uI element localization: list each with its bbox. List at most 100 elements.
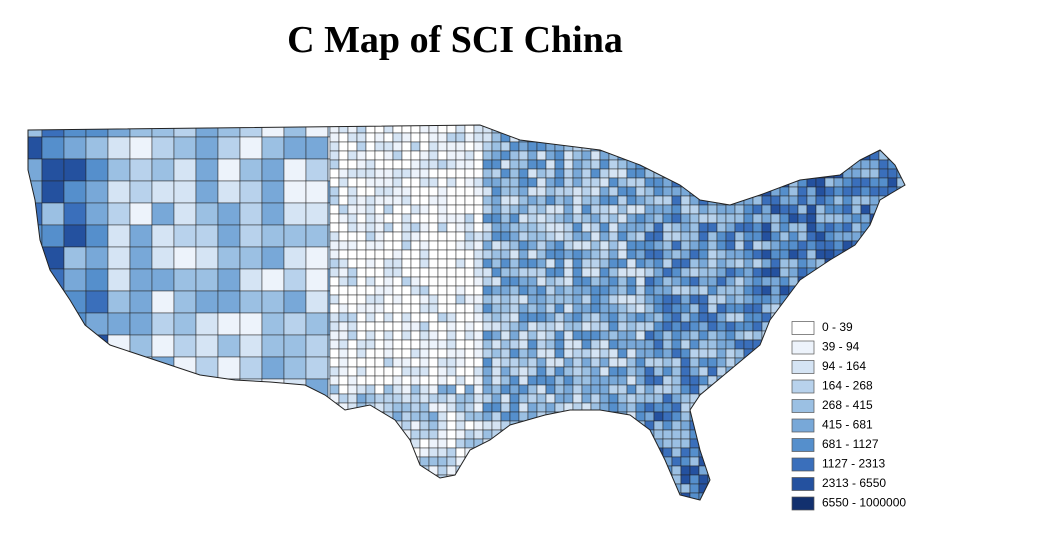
county [428, 402, 439, 413]
county [887, 132, 898, 143]
county [518, 357, 529, 368]
county [217, 290, 241, 314]
county [85, 268, 109, 292]
county [383, 285, 394, 296]
county [617, 312, 628, 323]
county [590, 411, 601, 422]
county [536, 276, 547, 287]
county [815, 240, 826, 251]
county [590, 132, 601, 143]
county [392, 339, 403, 350]
county [356, 393, 367, 404]
county [383, 132, 394, 143]
county [770, 195, 781, 206]
county [626, 294, 637, 305]
county [843, 115, 852, 124]
county [779, 258, 790, 269]
county [662, 249, 673, 260]
county [734, 393, 745, 404]
county [329, 312, 340, 323]
county [482, 456, 493, 467]
county [878, 375, 889, 386]
county [410, 294, 421, 305]
county [239, 356, 263, 380]
county [653, 456, 664, 467]
county [356, 411, 367, 422]
county [338, 150, 349, 161]
county [725, 447, 736, 458]
county [455, 177, 466, 188]
county [374, 258, 385, 269]
county [563, 276, 574, 287]
county [527, 303, 538, 314]
county [707, 132, 718, 143]
county [500, 213, 511, 224]
county [239, 180, 263, 204]
county [599, 375, 610, 386]
county [107, 180, 131, 204]
county [770, 474, 781, 485]
county [671, 276, 682, 287]
county [717, 115, 726, 124]
county [716, 186, 727, 197]
county [689, 159, 700, 170]
county [374, 420, 385, 431]
county [107, 400, 131, 424]
county [707, 465, 718, 476]
county [608, 267, 619, 278]
county [608, 384, 619, 395]
county [356, 366, 367, 377]
county [734, 168, 745, 179]
county [590, 330, 601, 341]
county [716, 402, 727, 413]
county [401, 375, 412, 386]
county [518, 195, 529, 206]
county [28, 158, 43, 182]
county [653, 348, 664, 359]
county [365, 168, 376, 179]
county [261, 444, 285, 468]
county [239, 466, 263, 490]
county [707, 141, 718, 152]
county [500, 125, 511, 134]
county [797, 258, 808, 269]
county [851, 204, 862, 215]
county [383, 447, 394, 458]
county [743, 456, 754, 467]
county [173, 378, 197, 402]
county [689, 132, 700, 143]
county [401, 384, 412, 395]
county [617, 375, 628, 386]
county [410, 384, 421, 395]
county [896, 150, 905, 161]
county [518, 465, 529, 476]
county [356, 330, 367, 341]
county [356, 150, 367, 161]
county [375, 502, 384, 511]
county [671, 375, 682, 386]
county [482, 330, 493, 341]
county [330, 115, 339, 124]
county [545, 483, 556, 494]
county [644, 303, 655, 314]
county [761, 492, 772, 500]
county [464, 420, 475, 431]
county [689, 366, 700, 377]
county [536, 204, 547, 215]
county [617, 240, 628, 251]
county [806, 150, 817, 161]
county [680, 402, 691, 413]
county [779, 159, 790, 170]
county [195, 334, 219, 358]
county [896, 375, 905, 386]
county [446, 348, 457, 359]
county [752, 393, 763, 404]
county [572, 168, 583, 179]
county [734, 186, 745, 197]
county [283, 158, 307, 182]
county [563, 267, 574, 278]
county [599, 285, 610, 296]
county [545, 150, 556, 161]
county [906, 340, 915, 349]
county [689, 429, 700, 440]
